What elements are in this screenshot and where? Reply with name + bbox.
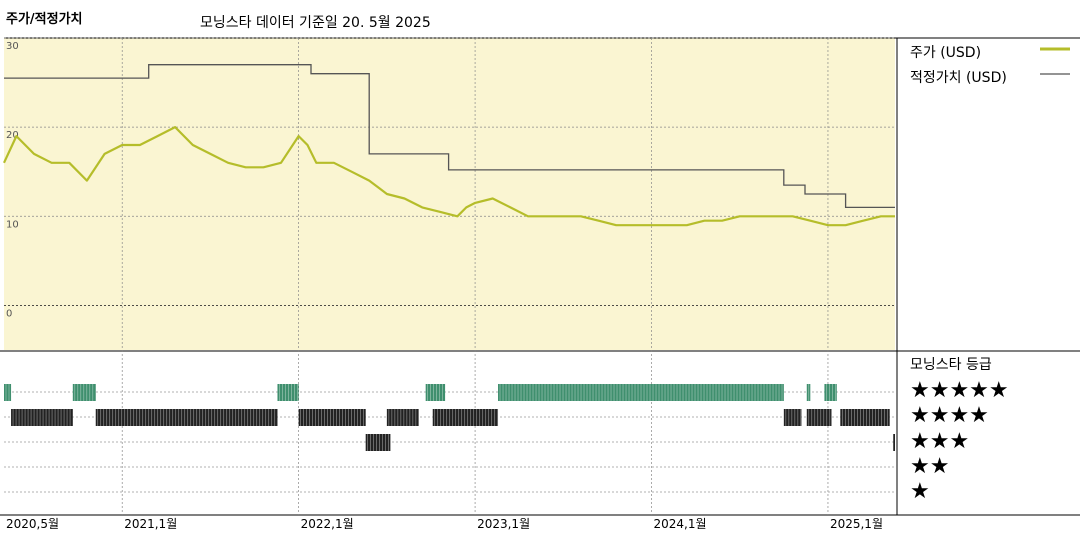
rating-level-3-stars: ★★★ <box>910 429 970 454</box>
chart-title: 주가/적정가치 <box>6 12 83 27</box>
fair-value-line <box>4 64 895 209</box>
rating-5-star-bar <box>425 384 446 401</box>
y-tick-label: 20 <box>6 130 19 141</box>
rating-3-star-bar <box>893 434 895 451</box>
x-tick-label: 2025,1월 <box>830 517 883 531</box>
x-tick-label: 2021,1월 <box>124 517 177 531</box>
rating-5-star-bar <box>4 384 12 401</box>
rating-level-2-stars: ★★ <box>910 454 950 479</box>
y-tick-label: 0 <box>6 308 12 319</box>
rating-5-star-bar <box>72 384 96 401</box>
rating-4-star-bar <box>11 409 73 426</box>
rating-4-star-bar <box>840 409 890 426</box>
rating-5-star-bar <box>824 384 837 401</box>
legend-price-label: 주가 (USD) <box>910 45 982 61</box>
y-tick-label: 30 <box>6 41 19 52</box>
rating-3-star-bar <box>365 434 391 451</box>
rating-4-star-bar <box>298 409 366 426</box>
rating-4-star-bar <box>806 409 832 426</box>
x-tick-label: 2024,1월 <box>654 517 707 531</box>
x-tick-label: 2020,5월 <box>6 517 59 531</box>
rating-4-star-bar <box>783 409 802 426</box>
rating-level-1-stars: ★ <box>910 479 930 504</box>
rating-5-star-bar <box>277 384 299 401</box>
x-tick-label: 2023,1월 <box>477 517 530 531</box>
rating-level-4-stars: ★★★★ <box>910 403 989 428</box>
rating-panel-title: 모닝스타 등급 <box>910 357 992 373</box>
rating-level-5-stars: ★★★★★ <box>910 378 1009 403</box>
chart-subtitle: 모닝스타 데이터 기준일 20. 5월 2025 <box>200 15 431 31</box>
rating-4-star-bar <box>432 409 499 426</box>
legend-fair-label: 적정가치 (USD) <box>910 70 1007 86</box>
y-tick-label: 10 <box>6 219 19 230</box>
price-line <box>3 125 895 227</box>
x-tick-label: 2022,1월 <box>301 517 354 531</box>
price-panel-background <box>4 38 895 350</box>
rating-4-star-bar <box>95 409 278 426</box>
